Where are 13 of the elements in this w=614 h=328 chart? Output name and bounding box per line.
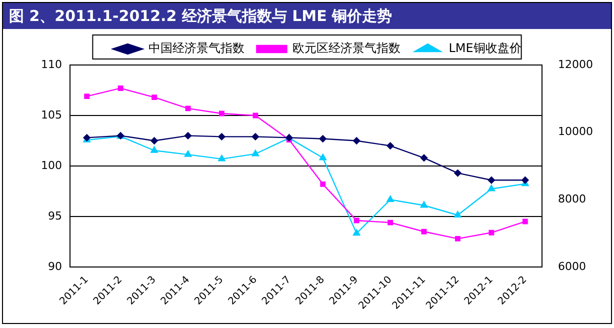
y2-tick-label: 6000 bbox=[558, 260, 586, 273]
legend-label: LME铜收盘价 bbox=[448, 41, 522, 56]
y-tick-label: 105 bbox=[40, 108, 62, 122]
legend-label: 中国经济景气指数 bbox=[148, 41, 245, 56]
y2-tick-label: 10000 bbox=[558, 125, 594, 138]
y-tick-label: 90 bbox=[48, 260, 62, 273]
legend-label: 欧元区经济景气指数 bbox=[292, 41, 401, 56]
y-tick-label: 100 bbox=[40, 158, 62, 172]
y2-tick-label: 8000 bbox=[558, 192, 586, 206]
chart-title: 图 2、2011.1-2012.2 经济景气指数与 LME 铜价走势 bbox=[3, 3, 611, 29]
y-tick-label: 95 bbox=[48, 209, 62, 222]
y2-tick-label: 12000 bbox=[558, 58, 594, 71]
y-tick-label: 110 bbox=[40, 58, 62, 71]
